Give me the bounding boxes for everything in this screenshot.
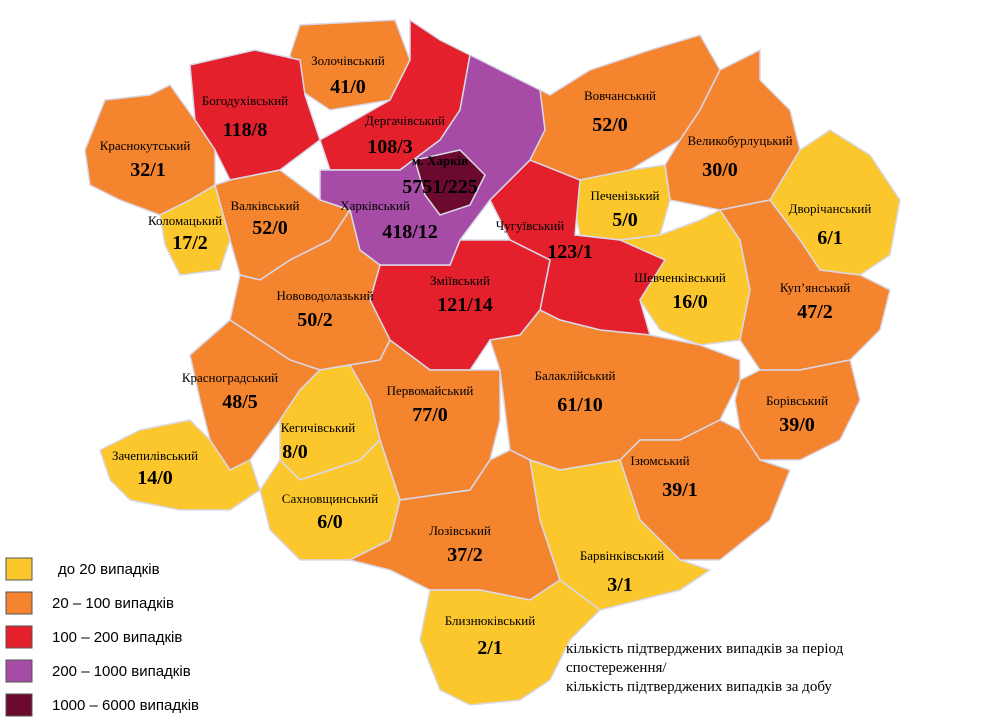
region-name: Куп’янський (780, 280, 850, 295)
region-name: Валківський (231, 198, 300, 213)
region-name: Дергачівський (365, 113, 445, 128)
legend-label: 100 – 200 випадків (52, 629, 182, 646)
region-value: 14/0 (137, 467, 173, 489)
region-value: 16/0 (672, 291, 708, 313)
region-value: 6/0 (317, 511, 343, 533)
region-value: 50/2 (297, 309, 333, 331)
region-name: Нововодолазький (276, 288, 373, 303)
region-value: 41/0 (330, 76, 366, 98)
region-value: 6/1 (817, 227, 843, 249)
note-line: кількість підтверджених випадків за пері… (566, 641, 844, 657)
legend-swatch (5, 625, 33, 649)
region-name: Близнюківський (445, 613, 536, 628)
region-name: Ізюмський (630, 453, 689, 468)
region-name: Золочівський (311, 53, 385, 68)
region-value: 5751/225 (402, 176, 478, 198)
region-name: Чугуївський (496, 218, 564, 233)
legend-swatch (5, 693, 33, 717)
region-value: 2/1 (477, 637, 503, 659)
region-name: Вовчанський (584, 88, 656, 103)
region-name: Печенізький (590, 188, 659, 203)
region-value: 61/10 (557, 394, 603, 416)
region-value: 3/1 (607, 574, 633, 596)
region-shape (259, 438, 401, 561)
region-shape (159, 183, 231, 276)
legend-label: 20 – 100 випадків (52, 595, 174, 612)
region-value: 39/0 (779, 414, 815, 436)
legend-label: до 20 випадків (58, 561, 160, 578)
legend-swatch (5, 659, 33, 683)
region-shape (718, 199, 891, 371)
region-value: 123/1 (547, 241, 593, 263)
region-name: Борівський (766, 393, 828, 408)
region-name: Красноградський (182, 370, 278, 385)
region-value: 418/12 (382, 221, 438, 243)
region-value: 121/14 (437, 294, 493, 316)
region-name: Лозівський (429, 523, 491, 538)
region-value: 118/8 (223, 119, 267, 141)
region-shape (419, 579, 602, 706)
region-name: м. Харків (412, 153, 469, 168)
region-value: 52/0 (252, 217, 288, 239)
region-value: 48/5 (222, 391, 258, 413)
region-name: Шевченківський (634, 270, 726, 285)
legend-label: 1000 – 6000 випадків (52, 697, 199, 714)
region-name: Первомайський (387, 383, 474, 398)
region-shape (84, 84, 216, 216)
region-name: Богодухівський (202, 93, 288, 108)
note-line: спостереження/ (566, 660, 667, 676)
region-shape (99, 419, 261, 511)
region-name: Балаклійський (535, 368, 616, 383)
legend-swatch (5, 591, 33, 615)
region-value: 47/2 (797, 301, 833, 323)
region-name: Краснокутський (100, 138, 191, 153)
region-value: 17/2 (172, 232, 208, 254)
region-name: Сахновщинський (282, 491, 378, 506)
region-shape (734, 359, 861, 461)
region-name: Барвінківський (580, 548, 664, 563)
legend-swatch (5, 557, 33, 581)
region-shape (414, 149, 486, 216)
region-name: Зміївський (430, 273, 490, 288)
region-value: 77/0 (412, 404, 448, 426)
legend-label: 200 – 1000 випадків (52, 663, 191, 680)
region-value: 52/0 (592, 114, 628, 136)
region-value: 39/1 (662, 479, 698, 501)
note-line: кількість підтверджених випадків за добу (566, 679, 832, 695)
region-value: 108/3 (367, 136, 413, 158)
region-name: Харківський (340, 198, 410, 213)
region-name: Великобурлуцький (687, 133, 792, 148)
region-value: 8/0 (282, 441, 308, 463)
region-name: Дворічанський (789, 201, 872, 216)
region-name: Коломацький (148, 213, 222, 228)
region-name: Кегичівський (281, 420, 355, 435)
region-name: Зачепилівський (112, 448, 198, 463)
region-value: 5/0 (612, 209, 638, 231)
region-value: 30/0 (702, 159, 738, 181)
region-value: 37/2 (447, 544, 483, 566)
region-value: 32/1 (130, 159, 166, 181)
